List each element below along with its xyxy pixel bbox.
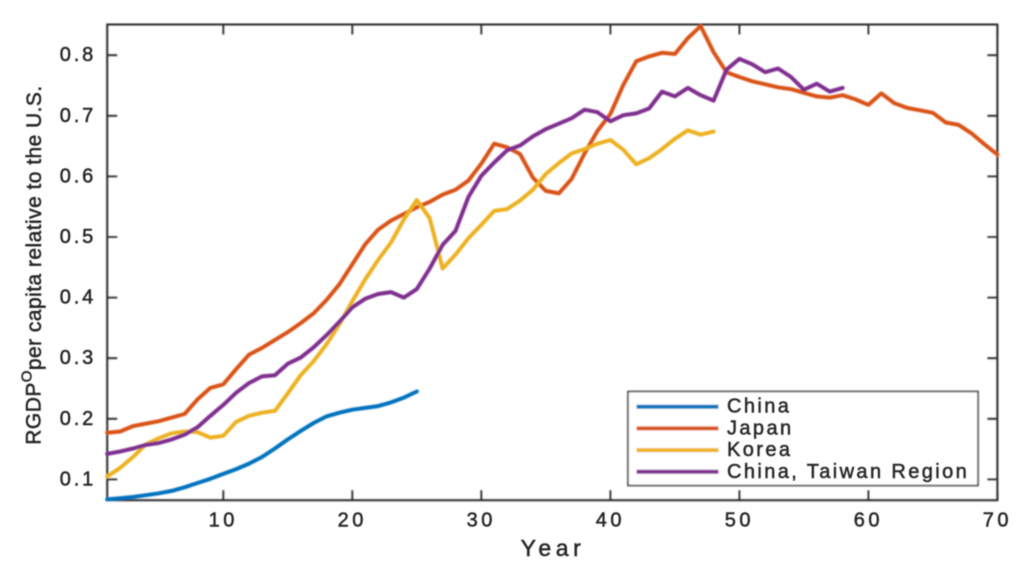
svg-text:30: 30 [467,510,496,532]
svg-text:50: 50 [725,510,754,532]
svg-text:70: 70 [983,510,1012,532]
svg-text:0.8: 0.8 [60,44,96,66]
svg-text:0.6: 0.6 [60,165,96,187]
svg-text:RGDPOper capita relative to th: RGDPOper capita relative to the U.S. [18,85,46,444]
svg-text:Korea: Korea [727,439,792,461]
svg-text:0.7: 0.7 [60,105,96,127]
svg-text:60: 60 [854,510,883,532]
svg-text:10: 10 [209,510,238,532]
svg-text:0.2: 0.2 [60,408,96,430]
svg-text:Japan: Japan [727,417,794,439]
svg-text:40: 40 [596,510,625,532]
svg-text:China: China [727,396,791,418]
svg-text:Year: Year [521,535,586,561]
svg-text:0.1: 0.1 [60,468,96,490]
svg-text:0.3: 0.3 [60,347,96,369]
svg-text:0.5: 0.5 [60,226,96,248]
svg-text:20: 20 [338,510,367,532]
svg-text:0.4: 0.4 [60,287,96,309]
svg-text:China, Taiwan Region: China, Taiwan Region [727,461,969,483]
